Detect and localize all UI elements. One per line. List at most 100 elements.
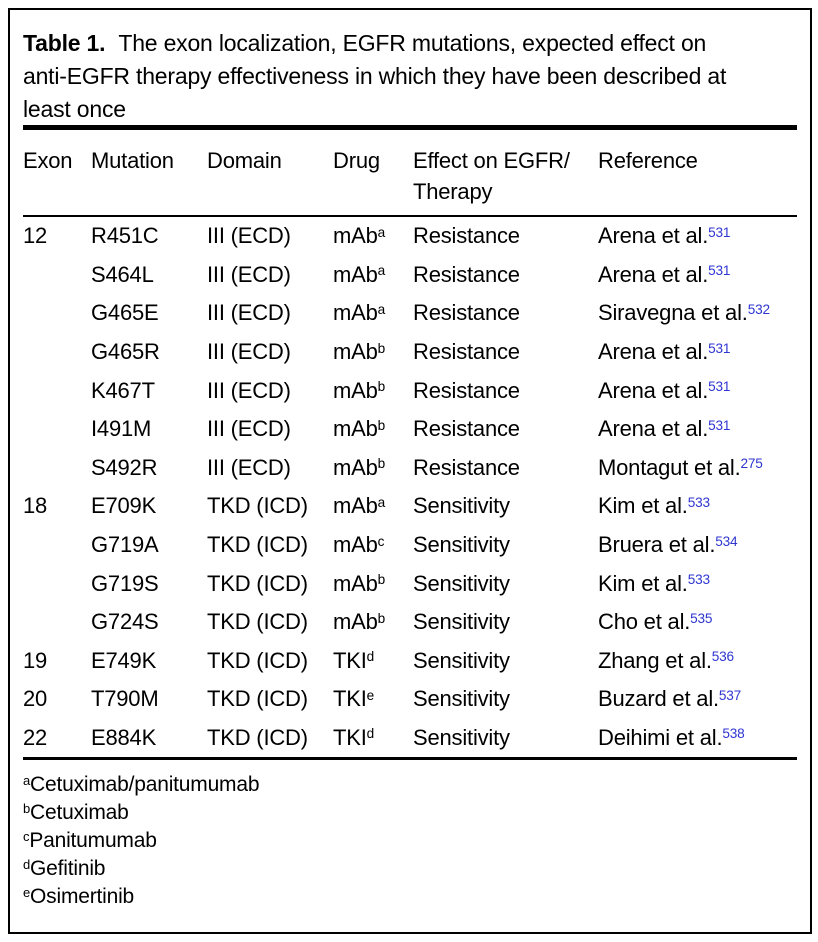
column-header-exon: Exon <box>23 148 73 173</box>
table-row: 19 E749K TKD (ICD) TKId Sensitivity Zhang et … <box>23 642 797 681</box>
reference-author: Montagut et al. <box>598 454 741 480</box>
citation-link[interactable]: 537 <box>718 687 742 703</box>
footnote-text: Cetuximab <box>30 801 129 824</box>
reference-author: Buzard et al. <box>598 686 719 712</box>
drug-name: TKI <box>333 686 367 712</box>
citation-link[interactable]: 532 <box>747 301 770 317</box>
table-row: G719A TKD (ICD) mAbc Sensitivity Bruera et a… <box>23 526 797 565</box>
effect-cell: Resistance <box>413 300 520 326</box>
drug-cell: mAbb <box>333 378 413 404</box>
reference-cell: Cho et al.535 <box>598 609 797 635</box>
table-row: 22 E884K TKD (ICD) TKId Sensitivity Deihimi e… <box>23 719 797 758</box>
table-row: G724S TKD (ICD) mAbb Sensitivity Cho et al.5… <box>23 603 797 642</box>
effect-cell: Resistance <box>413 416 520 442</box>
citation-link[interactable]: 536 <box>711 649 734 665</box>
citation-link[interactable]: 531 <box>708 224 731 240</box>
domain-cell: III (ECD) <box>207 261 291 287</box>
column-header-reference: Reference <box>598 148 698 173</box>
footnote-text: Osimertinib <box>30 885 135 908</box>
exon-cell: 12 <box>23 223 48 249</box>
citation-link[interactable]: 531 <box>708 340 731 356</box>
mutation-cell: E709K <box>91 493 157 519</box>
column-header-drug: Drug <box>333 148 380 173</box>
drug-name: mAb <box>333 416 378 442</box>
citation-link[interactable]: 531 <box>708 263 731 279</box>
drug-footnote-marker: b <box>377 417 386 433</box>
drug-name: TKI <box>333 647 367 673</box>
citation-link[interactable]: 531 <box>708 379 731 395</box>
drug-cell: TKId <box>333 648 413 674</box>
table-caption: The exon localization, EGFR mutations, e… <box>23 30 727 122</box>
reference-cell: Arena et al.531 <box>598 223 797 249</box>
footnote-marker: e <box>23 884 31 900</box>
drug-name: mAb <box>333 454 378 480</box>
effect-cell: Sensitivity <box>413 725 510 751</box>
citation-link[interactable]: 538 <box>722 726 745 742</box>
rule-below-header <box>23 215 797 217</box>
column-header-domain: Domain <box>207 148 282 173</box>
drug-footnote-marker: a <box>377 494 386 510</box>
drug-cell: TKId <box>333 725 413 751</box>
domain-cell: TKD (ICD) <box>207 493 308 519</box>
mutation-cell: G465E <box>91 300 159 326</box>
reference-cell: Arena et al.531 <box>598 378 797 404</box>
citation-link[interactable]: 534 <box>715 533 738 549</box>
drug-footnote-marker: b <box>377 379 386 395</box>
domain-cell: III (ECD) <box>207 223 291 249</box>
mutation-cell: T790M <box>91 686 159 712</box>
table-row: I491M III (ECD) mAbb Resistance Arena et al.… <box>23 410 797 449</box>
drug-name: mAb <box>333 300 378 326</box>
exon-cell: 22 <box>23 725 48 751</box>
drug-footnote-marker: a <box>377 263 386 279</box>
domain-cell: III (ECD) <box>207 339 291 365</box>
reference-author: Kim et al. <box>598 493 688 519</box>
reference-author: Arena et al. <box>598 416 709 442</box>
mutation-cell: E749K <box>91 647 157 673</box>
column-header-mutation: Mutation <box>91 148 174 173</box>
reference-author: Arena et al. <box>598 377 709 403</box>
drug-cell: TKIe <box>333 686 413 712</box>
domain-cell: TKD (ICD) <box>207 570 308 596</box>
table-row: G719S TKD (ICD) mAbb Sensitivity Kim et al.5… <box>23 564 797 603</box>
mutation-cell: K467T <box>91 377 155 403</box>
footnote-marker: c <box>23 828 30 844</box>
reference-author: Arena et al. <box>598 339 709 365</box>
footnote-marker: d <box>23 856 31 872</box>
reference-cell: Arena et al.531 <box>598 416 797 442</box>
citation-link[interactable]: 533 <box>687 572 710 588</box>
effect-cell: Sensitivity <box>413 647 510 673</box>
citation-link[interactable]: 535 <box>690 610 713 626</box>
citation-link[interactable]: 533 <box>687 494 710 510</box>
citation-link[interactable]: 531 <box>708 417 731 433</box>
drug-name: TKI <box>333 725 367 751</box>
drug-footnote-marker: a <box>377 301 386 317</box>
reference-cell: Kim et al.533 <box>598 493 797 519</box>
domain-cell: TKD (ICD) <box>207 609 308 635</box>
drug-footnote-marker: b <box>377 572 386 588</box>
domain-cell: TKD (ICD) <box>207 647 308 673</box>
reference-cell: Arena et al.531 <box>598 262 797 288</box>
effect-cell: Sensitivity <box>413 570 510 596</box>
domain-cell: III (ECD) <box>207 416 291 442</box>
table-figure: Table 1. The exon localization, EGFR muta… <box>8 8 812 934</box>
table-row: K467T III (ECD) mAbb Resistance Arena et al.… <box>23 371 797 410</box>
mutation-cell: G465R <box>91 339 160 365</box>
footnote-text: Panitumumab <box>29 829 157 852</box>
drug-cell: mAba <box>333 262 413 288</box>
effect-cell: Sensitivity <box>413 493 510 519</box>
reference-cell: Arena et al.531 <box>598 339 797 365</box>
domain-cell: TKD (ICD) <box>207 532 308 558</box>
mutation-cell: G719S <box>91 570 159 596</box>
drug-name: mAb <box>333 223 378 249</box>
footnote-line: aCetuximab/panitumumab <box>23 771 797 799</box>
citation-link[interactable]: 275 <box>740 456 763 472</box>
drug-cell: mAba <box>333 493 413 519</box>
drug-footnote-marker: c <box>377 533 385 549</box>
domain-cell: III (ECD) <box>207 377 291 403</box>
drug-name: mAb <box>333 261 378 287</box>
column-header-effect: Effect on EGFR/ Therapy <box>413 148 570 204</box>
effect-cell: Resistance <box>413 339 520 365</box>
footnotes-block: aCetuximab/panitumumab bCetuximab cPanitum… <box>23 760 797 911</box>
drug-footnote-marker: a <box>377 224 386 240</box>
drug-footnote-marker: e <box>366 687 375 703</box>
